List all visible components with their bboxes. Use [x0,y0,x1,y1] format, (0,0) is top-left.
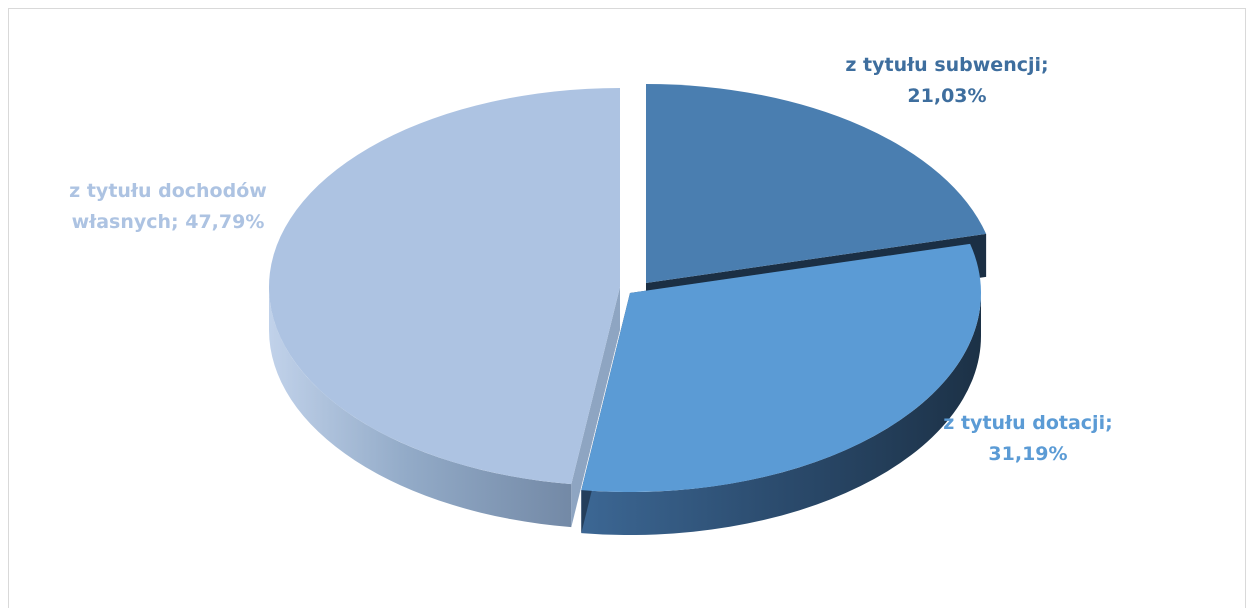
pie-slice-side-2 [269,287,572,528]
slice-label-line: z tytułu dochodów [69,180,267,202]
slice-label-line: z tytułu subwencji; [845,54,1048,76]
pie-slice-2 [269,88,620,528]
slice-label-line: własnych; 47,79% [72,211,265,233]
pie-slice-top-0 [646,84,987,283]
pie-slice-1 [581,243,981,535]
slice-label-line: 31,19% [988,443,1067,465]
pie-slice-top-2 [269,88,620,485]
slice-label-2: z tytułu dochodów własnych; 47,79% [69,180,267,233]
slice-label-line: z tytułu dotacji; [943,412,1112,434]
pie-chart: z tytułu subwencji; 21,03% z tytułu dotacj… [69,54,1113,535]
pie-slice-wall-2-0 [571,287,620,528]
slice-label-1: z tytułu dotacji; 31,19% [943,412,1112,465]
pie-slice-top-1 [581,243,981,492]
slice-label-line: 21,03% [907,85,986,107]
slice-label-0: z tytułu subwencji; 21,03% [845,54,1048,107]
pie-slice-side-1 [581,293,981,535]
